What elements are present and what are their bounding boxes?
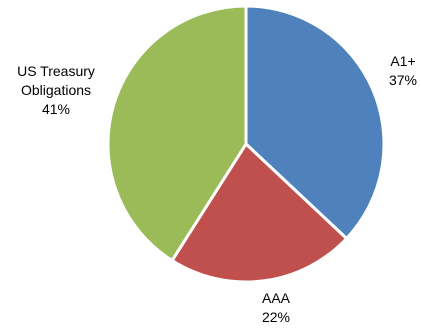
pie-value-label: 37% [389,72,417,88]
pie-slice-3 [106,4,248,263]
pie-slice-1 [244,4,386,240]
pie-data-label-1: A1+ 37% [389,53,417,88]
pie-value-label: 41% [42,101,70,117]
pie-category-label: AAA [262,290,291,306]
pie-category-label: A1+ [390,53,415,69]
pie-value-label: 22% [262,309,290,325]
pie-category-label: US Treasury [17,63,95,79]
pie-slice-2 [170,142,349,284]
pie-data-label-2: AAA 22% [262,290,291,325]
pie-slices [106,4,386,284]
pie-data-label-3: US Treasury Obligations 41% [17,63,95,117]
pie-category-label: Obligations [21,82,91,98]
pie-data-labels: A1+ 37%AAA 22%US Treasury Obligations 41% [17,53,417,325]
